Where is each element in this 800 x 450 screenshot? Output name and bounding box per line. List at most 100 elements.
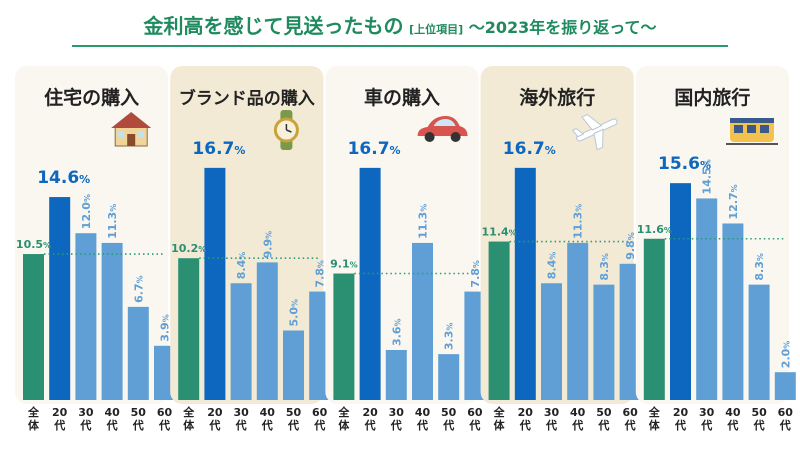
bar-4 <box>256 262 278 400</box>
airplane-shape <box>571 113 618 151</box>
data-label: 6.7% <box>132 275 145 303</box>
bar-4 <box>412 242 433 400</box>
bar-2 <box>359 167 381 400</box>
category-label: 住宅の購入 <box>44 86 139 109</box>
bar-4 <box>722 223 744 400</box>
panel-4: 海外旅行 11.4% 16.7% 8.4% 11.3% 8.3% 9.8% 全体 20 代 30 代 4… <box>480 66 641 432</box>
x-tick-label: 40 代 <box>104 406 120 432</box>
data-label: 3.9% <box>159 314 172 342</box>
bar-4 <box>101 242 123 400</box>
x-tick-label: 30 代 <box>78 406 94 432</box>
bar-1 <box>488 241 510 400</box>
car-wheel <box>424 132 435 142</box>
svg-text:金利高を感じて見送ったもの [上位項目]: 金利高を感じて見送ったもの [上位項目] 〜2023年を振り返って〜 <box>143 14 657 38</box>
panel-2: ブランド品の購入 10.2% 16.7% 8.4% 9.9% 5.0% 7.8% 全体 20 代 3… <box>170 66 331 432</box>
data-label: 8.4% <box>235 252 248 280</box>
data-label: 15.6% <box>658 154 711 174</box>
house-icon <box>111 112 152 147</box>
category-label: 国内旅行 <box>674 86 750 109</box>
house-window <box>138 131 145 137</box>
x-tick-label: 60 代 <box>312 406 328 432</box>
bar-2 <box>670 183 691 400</box>
car-wheel <box>450 132 461 142</box>
data-label: 11.6% <box>637 223 672 236</box>
airplane-icon <box>571 113 618 151</box>
chart-title: 金利高を感じて見送ったもの [上位項目] 〜2023年を振り返って〜 <box>72 14 728 47</box>
bar-4 <box>567 242 589 400</box>
train-icon <box>726 118 778 145</box>
data-label: 8.3% <box>753 253 766 281</box>
data-label: 11.3% <box>417 204 430 239</box>
bar-3 <box>541 283 562 400</box>
data-label: 7.8% <box>469 260 482 288</box>
house-window <box>118 131 125 137</box>
bar-3 <box>75 233 97 400</box>
chart-title-main: 金利高を感じて見送ったもの <box>143 14 404 38</box>
data-label: 14.6% <box>37 168 90 188</box>
bar-3 <box>696 198 718 400</box>
data-label: 16.7% <box>503 139 556 159</box>
bar-5 <box>438 354 460 400</box>
x-tick-label: 20 代 <box>518 406 534 432</box>
x-tick-label: 60 代 <box>467 406 483 432</box>
x-tick-label: 全体 <box>337 405 350 432</box>
data-label: 11.3% <box>106 204 119 239</box>
category-label: ブランド品の購入 <box>179 88 315 109</box>
data-label: 8.3% <box>598 253 611 281</box>
bar-6 <box>154 345 175 400</box>
bar-6 <box>774 372 796 400</box>
x-tick-label: 40 代 <box>415 406 431 432</box>
data-label: 7.8% <box>314 260 327 288</box>
data-label: 11.3% <box>572 204 585 239</box>
watch-hand <box>286 129 292 133</box>
panel-5: 国内旅行 11.6% 15.6%14.5% 12.7% 8.3% 2.0% 全体 20 代 30 代… <box>635 66 796 432</box>
x-tick-label: 50 代 <box>751 406 767 432</box>
x-tick-label: 40 代 <box>260 406 276 432</box>
x-tick-label: 30 代 <box>389 406 405 432</box>
category-label: 車の購入 <box>364 86 440 109</box>
panels-layer: 住宅の購入 10.5% 14.6% 12.0% 11.3% 6.7% 3.9% 全体 20 代 30… <box>15 66 796 432</box>
data-label: 12.0% <box>80 194 93 229</box>
bar-3 <box>230 283 252 400</box>
x-tick-label: 50 代 <box>596 406 612 432</box>
train-roof <box>730 118 774 123</box>
data-label: 3.6% <box>390 318 403 346</box>
bar-5 <box>593 284 615 400</box>
bar-1 <box>178 258 200 400</box>
data-label: 8.4% <box>546 252 559 280</box>
bar-5 <box>127 306 149 400</box>
bar-1 <box>333 273 355 400</box>
bar-6 <box>464 291 486 400</box>
data-label: 9.9% <box>261 231 274 259</box>
category-label: 海外旅行 <box>519 86 595 109</box>
house-roof <box>111 112 152 128</box>
x-tick-label: 20 代 <box>673 406 689 432</box>
bar-1 <box>23 254 44 400</box>
data-label: 16.7% <box>192 139 245 159</box>
bar-1 <box>643 238 665 400</box>
x-tick-label: 60 代 <box>778 406 794 432</box>
x-tick-label: 20 代 <box>362 406 378 432</box>
data-label: 14.5% <box>701 159 714 194</box>
x-tick-label: 全体 <box>493 405 506 432</box>
chart-title-sub: 〜2023年を振り返って〜 <box>469 18 657 37</box>
x-tick-label: 20 代 <box>207 406 223 432</box>
data-label: 12.7% <box>727 184 740 219</box>
airplane-wing <box>581 113 603 131</box>
watch-icon <box>273 110 299 150</box>
bar-5 <box>748 284 770 400</box>
x-tick-label: 60 代 <box>157 406 173 432</box>
car-icon <box>417 116 468 142</box>
data-label: 10.5% <box>16 238 51 251</box>
data-label: 2.0% <box>779 341 792 369</box>
bar-5 <box>283 330 304 400</box>
x-tick-label: 50 代 <box>441 406 457 432</box>
airplane-tail <box>571 127 585 138</box>
data-label: 3.3% <box>443 323 456 351</box>
data-label: 5.0% <box>288 299 301 327</box>
chart-title-tag: [上位項目] <box>409 22 463 36</box>
data-label: 9.1% <box>330 258 358 271</box>
train-window <box>747 125 756 133</box>
x-tick-label: 全体 <box>182 405 195 432</box>
